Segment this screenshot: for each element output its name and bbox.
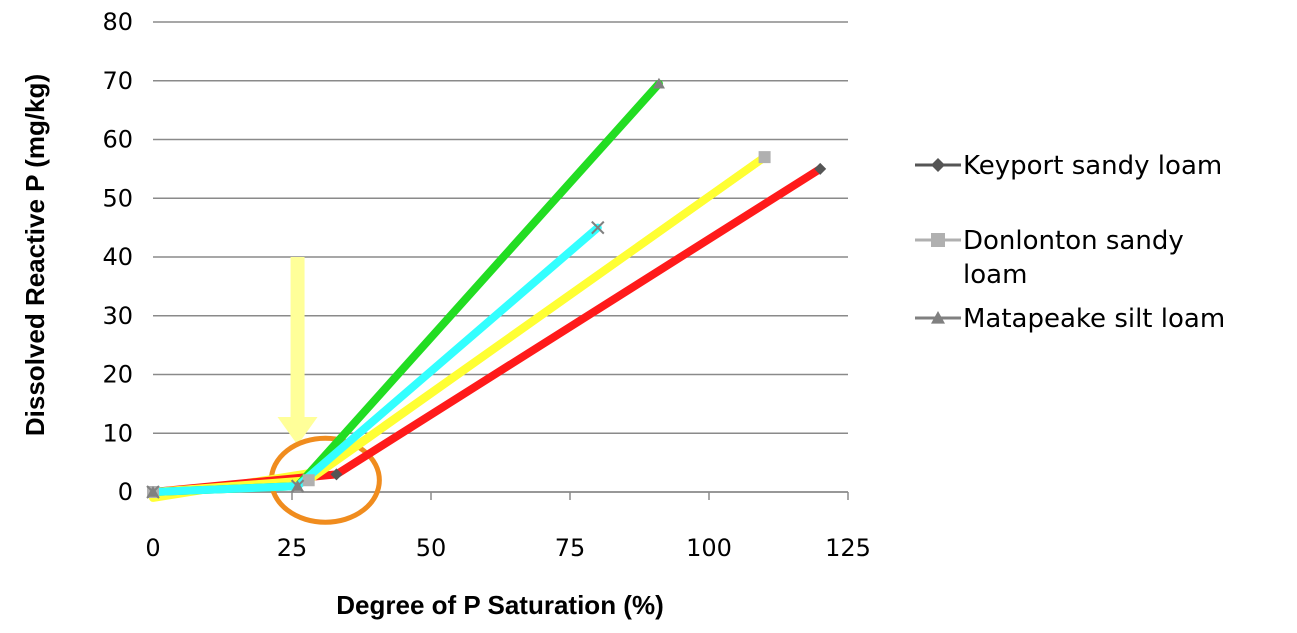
arrow-shaft [290,257,305,419]
y-tick-label: 40 [102,243,133,271]
marker-stroke [591,220,605,235]
y-tick-label: 20 [102,361,133,389]
legend-label: Matapeake silt loam [963,304,1225,334]
series-line-1 [149,164,825,496]
x-tick-label: 100 [686,534,732,562]
y-tick-label: 80 [102,8,133,36]
y-tick-label: 30 [102,302,133,330]
legend-label: Donlonton sandy [963,226,1184,256]
data-point-1 [330,468,343,481]
data-point-1 [814,162,827,175]
marker-stroke [146,485,160,499]
y-axis-title: Dissolved Reactive P (mg/kg) [20,74,50,436]
fit-line [149,153,769,502]
series-lines [149,79,825,502]
x-axis-title: Degree of P Saturation (%) [336,590,663,620]
marker-stroke [290,479,305,493]
x-tick-label: 125 [825,534,871,562]
legend-marker-diamond-icon [931,158,945,172]
legend-label: Keyport sandy loam [963,151,1222,181]
data-point-4 [146,485,160,499]
legend-label: loam [963,260,1027,290]
series-line-2 [149,153,769,496]
x-tick-label: 0 [145,534,160,562]
y-tick-label: 60 [102,126,133,154]
arrow-head-icon [277,417,318,445]
x-tick-label: 75 [555,534,586,562]
y-tick-label: 50 [102,184,133,212]
y-tick-label: 70 [102,67,133,95]
y-tick-label: 10 [102,419,133,447]
legend: Keyport sandy loam Donlonton sandy loam Mat… [915,151,1225,334]
series-markers [146,77,827,499]
data-point-2 [758,151,771,164]
legend-marker-triangle-icon [931,311,945,324]
data-point-2 [302,474,315,487]
y-tick-label: 0 [118,478,133,506]
legend-marker-square-icon [931,233,945,247]
x-tick-label: 25 [277,534,308,562]
data-point-4 [290,479,305,493]
data-point-3 [652,77,665,89]
data-point-4 [591,220,605,235]
x-tick-label: 50 [416,534,447,562]
tick-labels: 0 10 20 30 40 50 60 70 80 0 25 50 75 100 125 [102,8,870,562]
